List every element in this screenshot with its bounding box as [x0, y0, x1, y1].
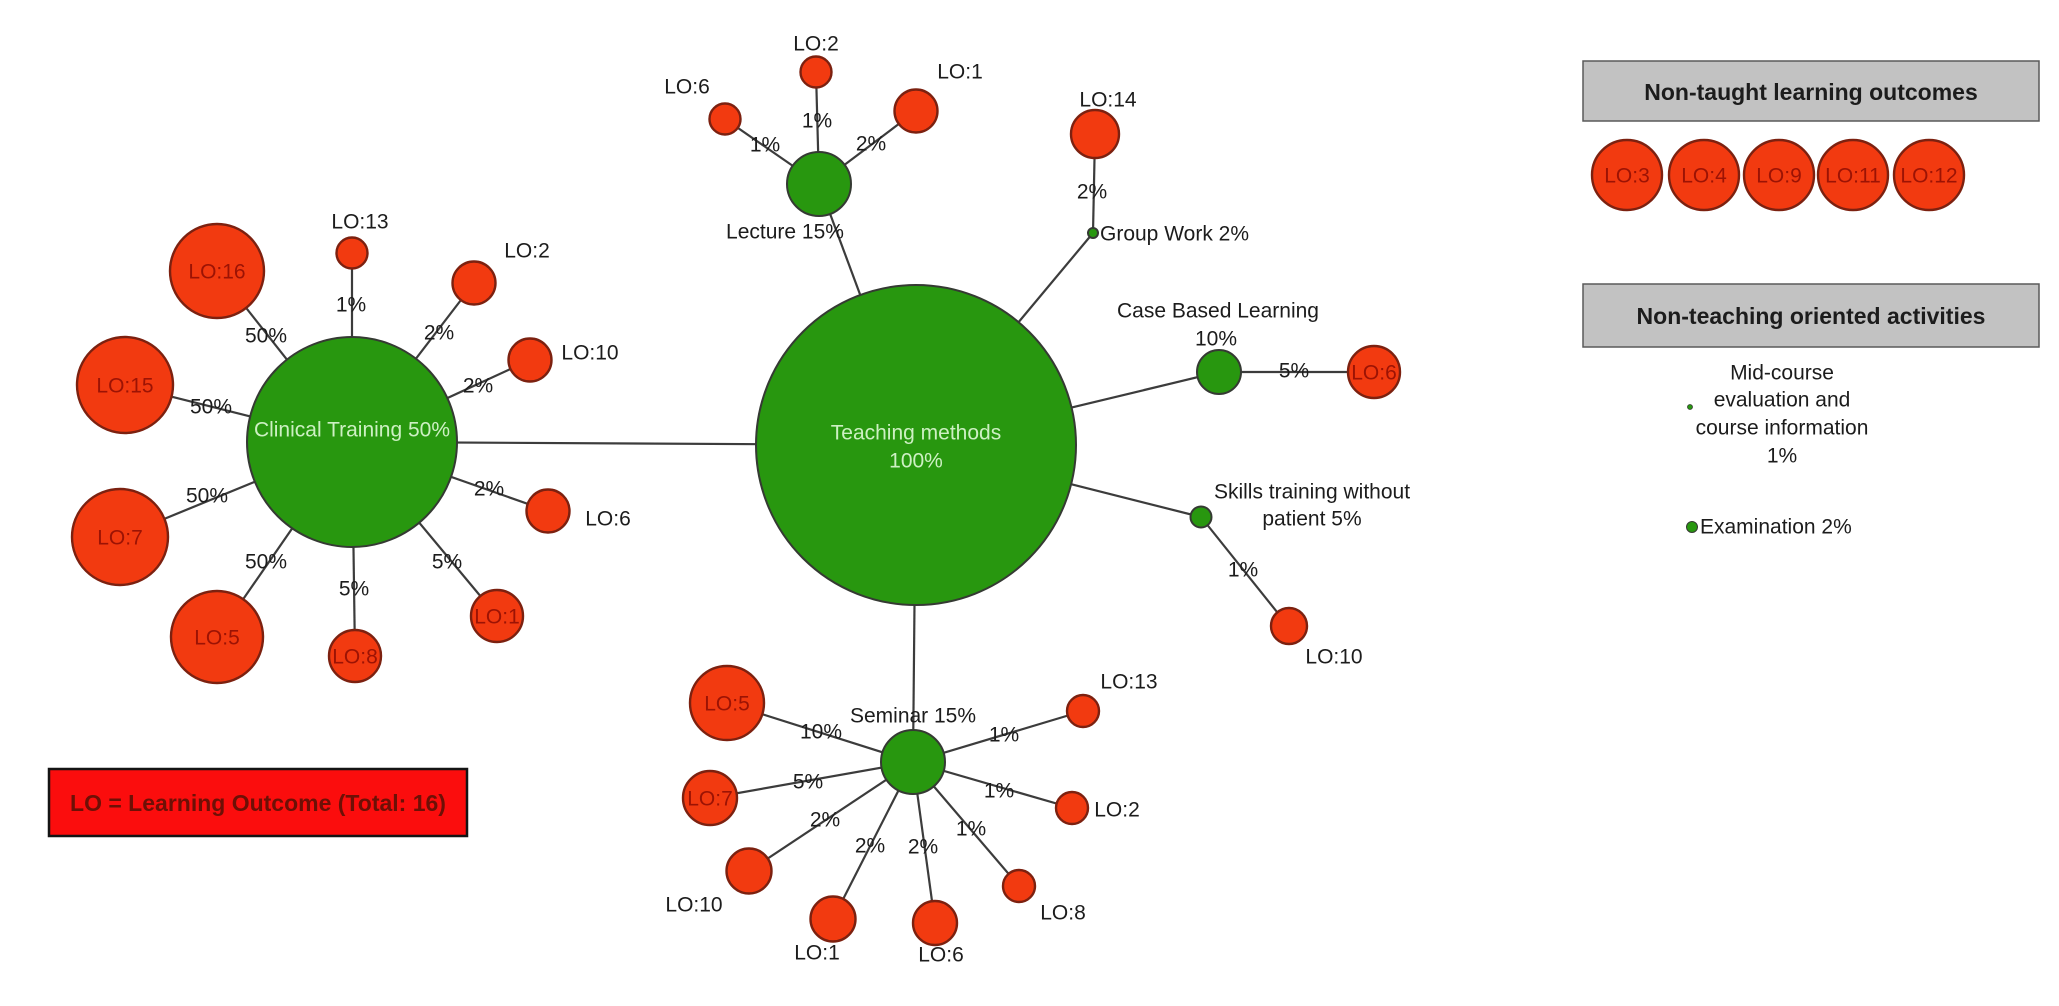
svg-text:LO:14: LO:14 — [1079, 89, 1137, 112]
svg-text:evaluation and: evaluation and — [1714, 389, 1851, 412]
svg-text:LO:10: LO:10 — [1305, 646, 1362, 669]
svg-text:LO:1: LO:1 — [474, 606, 520, 629]
svg-text:2%: 2% — [810, 809, 840, 832]
svg-text:LO = Learning Outcome (Total:: LO = Learning Outcome (Total: 16) — [70, 790, 446, 816]
svg-text:Non-teaching oriented activiti: Non-teaching oriented activities — [1637, 303, 1986, 329]
svg-text:LO:11: LO:11 — [1825, 165, 1881, 188]
svg-text:LO:8: LO:8 — [332, 646, 378, 669]
svg-text:LO:13: LO:13 — [331, 211, 388, 234]
svg-text:5%: 5% — [1279, 360, 1309, 383]
svg-text:LO:8: LO:8 — [1040, 902, 1086, 925]
svg-text:LO:2: LO:2 — [793, 33, 839, 56]
svg-text:Skills training without: Skills training without — [1214, 481, 1410, 504]
svg-text:1%: 1% — [989, 724, 1019, 747]
svg-text:1%: 1% — [956, 818, 986, 841]
svg-text:course information: course information — [1696, 417, 1869, 440]
svg-text:LO:7: LO:7 — [687, 788, 733, 811]
svg-text:LO:7: LO:7 — [97, 527, 143, 550]
svg-text:LO:2: LO:2 — [1094, 799, 1140, 822]
svg-text:5%: 5% — [339, 578, 369, 601]
svg-text:50%: 50% — [190, 396, 232, 419]
svg-text:LO:10: LO:10 — [561, 342, 618, 365]
svg-text:1%: 1% — [802, 110, 832, 133]
svg-text:10%: 10% — [800, 721, 842, 744]
svg-text:5%: 5% — [432, 551, 462, 574]
svg-text:2%: 2% — [908, 836, 938, 859]
svg-text:LO:6: LO:6 — [585, 508, 631, 531]
svg-text:Teaching methods: Teaching methods — [831, 422, 1001, 445]
svg-text:2%: 2% — [855, 835, 885, 858]
svg-text:5%: 5% — [793, 771, 823, 794]
svg-text:LO:15: LO:15 — [96, 375, 153, 398]
svg-text:2%: 2% — [856, 133, 886, 156]
svg-text:patient 5%: patient 5% — [1262, 508, 1361, 531]
svg-text:2%: 2% — [1077, 181, 1107, 204]
svg-text:Lecture 15%: Lecture 15% — [726, 221, 844, 244]
svg-text:LO:3: LO:3 — [1604, 165, 1650, 188]
svg-text:1%: 1% — [984, 780, 1014, 803]
svg-text:Examination 2%: Examination 2% — [1700, 516, 1852, 539]
svg-text:Case Based Learning: Case Based Learning — [1117, 300, 1319, 323]
svg-text:2%: 2% — [474, 478, 504, 501]
svg-text:LO:1: LO:1 — [794, 942, 840, 965]
svg-text:50%: 50% — [245, 551, 287, 574]
svg-text:LO:5: LO:5 — [704, 693, 750, 716]
svg-text:50%: 50% — [186, 485, 228, 508]
svg-text:50%: 50% — [245, 325, 287, 348]
svg-text:2%: 2% — [463, 375, 493, 398]
svg-text:1%: 1% — [1767, 445, 1797, 468]
svg-text:LO:16: LO:16 — [188, 261, 245, 284]
svg-text:100%: 100% — [889, 450, 943, 473]
svg-text:Non-taught learning outcomes: Non-taught learning outcomes — [1644, 79, 1978, 105]
svg-text:LO:6: LO:6 — [1351, 362, 1397, 385]
svg-text:1%: 1% — [1228, 559, 1258, 582]
svg-text:LO:6: LO:6 — [664, 76, 710, 99]
svg-text:LO:9: LO:9 — [1756, 165, 1802, 188]
svg-text:LO:6: LO:6 — [918, 944, 964, 967]
svg-text:1%: 1% — [750, 134, 780, 157]
svg-text:10%: 10% — [1195, 328, 1237, 351]
svg-text:Seminar 15%: Seminar 15% — [850, 705, 976, 728]
svg-text:LO:13: LO:13 — [1100, 671, 1157, 694]
svg-text:LO:4: LO:4 — [1681, 165, 1727, 188]
svg-text:LO:12: LO:12 — [1900, 165, 1957, 188]
svg-text:LO:5: LO:5 — [194, 627, 240, 650]
svg-text:Group Work 2%: Group Work 2% — [1100, 223, 1249, 246]
svg-text:2%: 2% — [424, 322, 454, 345]
svg-text:LO:10: LO:10 — [665, 894, 722, 917]
svg-text:LO:2: LO:2 — [504, 240, 550, 263]
svg-text:Clinical Training 50%: Clinical Training 50% — [254, 419, 450, 442]
svg-text:1%: 1% — [336, 294, 366, 317]
svg-text:LO:1: LO:1 — [937, 61, 983, 84]
svg-text:Mid-course: Mid-course — [1730, 362, 1834, 385]
